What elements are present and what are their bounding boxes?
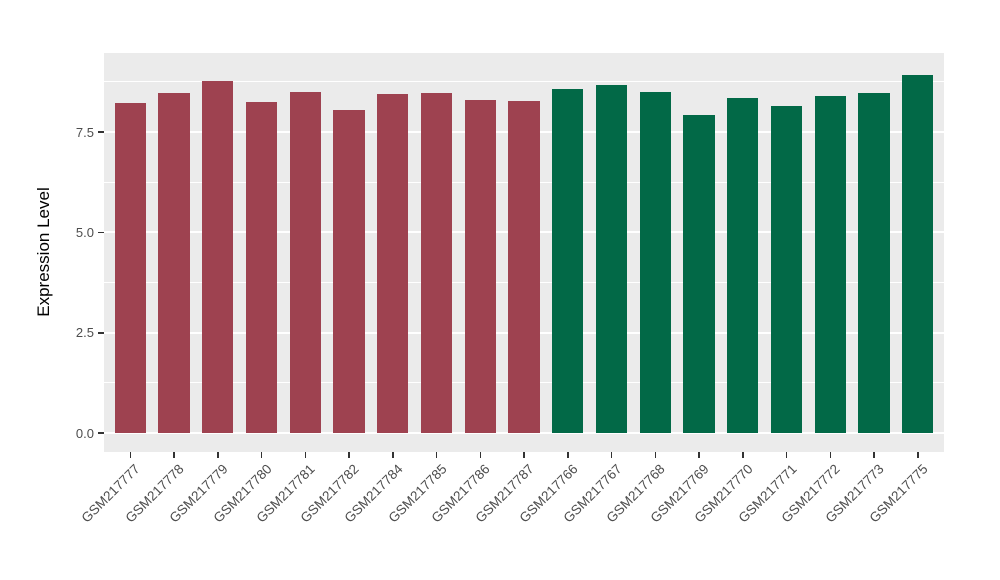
x-tick-mark bbox=[173, 452, 175, 458]
y-tick-mark bbox=[98, 332, 104, 334]
bar-GSM217785 bbox=[420, 93, 453, 434]
x-tick-mark bbox=[873, 452, 875, 458]
bar-GSM217768 bbox=[639, 91, 671, 434]
bar-GSM217767 bbox=[595, 85, 628, 434]
x-tick-mark bbox=[567, 452, 569, 458]
bar-GSM217777 bbox=[114, 103, 146, 434]
bar-GSM217779 bbox=[202, 81, 234, 434]
x-tick-mark bbox=[435, 452, 438, 458]
gridline-minor bbox=[104, 81, 944, 83]
x-tick-mark bbox=[479, 452, 481, 458]
x-tick-mark bbox=[304, 452, 306, 458]
bar-GSM217782 bbox=[333, 110, 365, 434]
y-tick-mark bbox=[98, 231, 104, 234]
x-tick-mark bbox=[785, 452, 788, 458]
y-axis-title: Expression Level bbox=[34, 187, 53, 317]
bar-GSM217770 bbox=[727, 98, 759, 434]
x-tick-mark bbox=[392, 452, 394, 458]
y-tick-mark bbox=[98, 432, 104, 434]
plot-panel bbox=[104, 53, 944, 452]
x-tick-mark bbox=[917, 452, 919, 458]
bar-GSM217784 bbox=[377, 93, 409, 434]
bar-GSM217775 bbox=[902, 74, 934, 434]
bar-GSM217769 bbox=[683, 115, 715, 434]
x-tick-mark bbox=[742, 452, 744, 458]
y-tick-label: 2.5 bbox=[75, 325, 94, 341]
bar-GSM217771 bbox=[770, 105, 803, 434]
gridline-major bbox=[104, 432, 944, 435]
x-tick-mark bbox=[217, 452, 219, 458]
x-tick-mark bbox=[829, 452, 831, 458]
bar-GSM217780 bbox=[245, 101, 278, 434]
y-tick-mark bbox=[98, 131, 104, 133]
x-tick-mark bbox=[698, 452, 700, 458]
x-tick-mark bbox=[129, 452, 131, 458]
x-tick-mark bbox=[348, 452, 350, 458]
x-tick-mark bbox=[260, 452, 263, 458]
bar-GSM217786 bbox=[464, 99, 496, 434]
bar-GSM217787 bbox=[508, 101, 540, 434]
bar-GSM217778 bbox=[158, 93, 190, 434]
y-tick-label: 0.0 bbox=[75, 425, 94, 441]
y-tick-label: 5.0 bbox=[75, 224, 94, 240]
x-tick-mark bbox=[610, 452, 613, 458]
bar-GSM217773 bbox=[858, 92, 890, 434]
bar-GSM217772 bbox=[814, 95, 846, 434]
x-tick-mark bbox=[523, 452, 525, 458]
y-tick-label: 7.5 bbox=[75, 124, 94, 140]
x-tick-mark bbox=[654, 452, 656, 458]
bar-GSM217766 bbox=[552, 88, 584, 434]
bar-GSM217781 bbox=[289, 91, 321, 434]
